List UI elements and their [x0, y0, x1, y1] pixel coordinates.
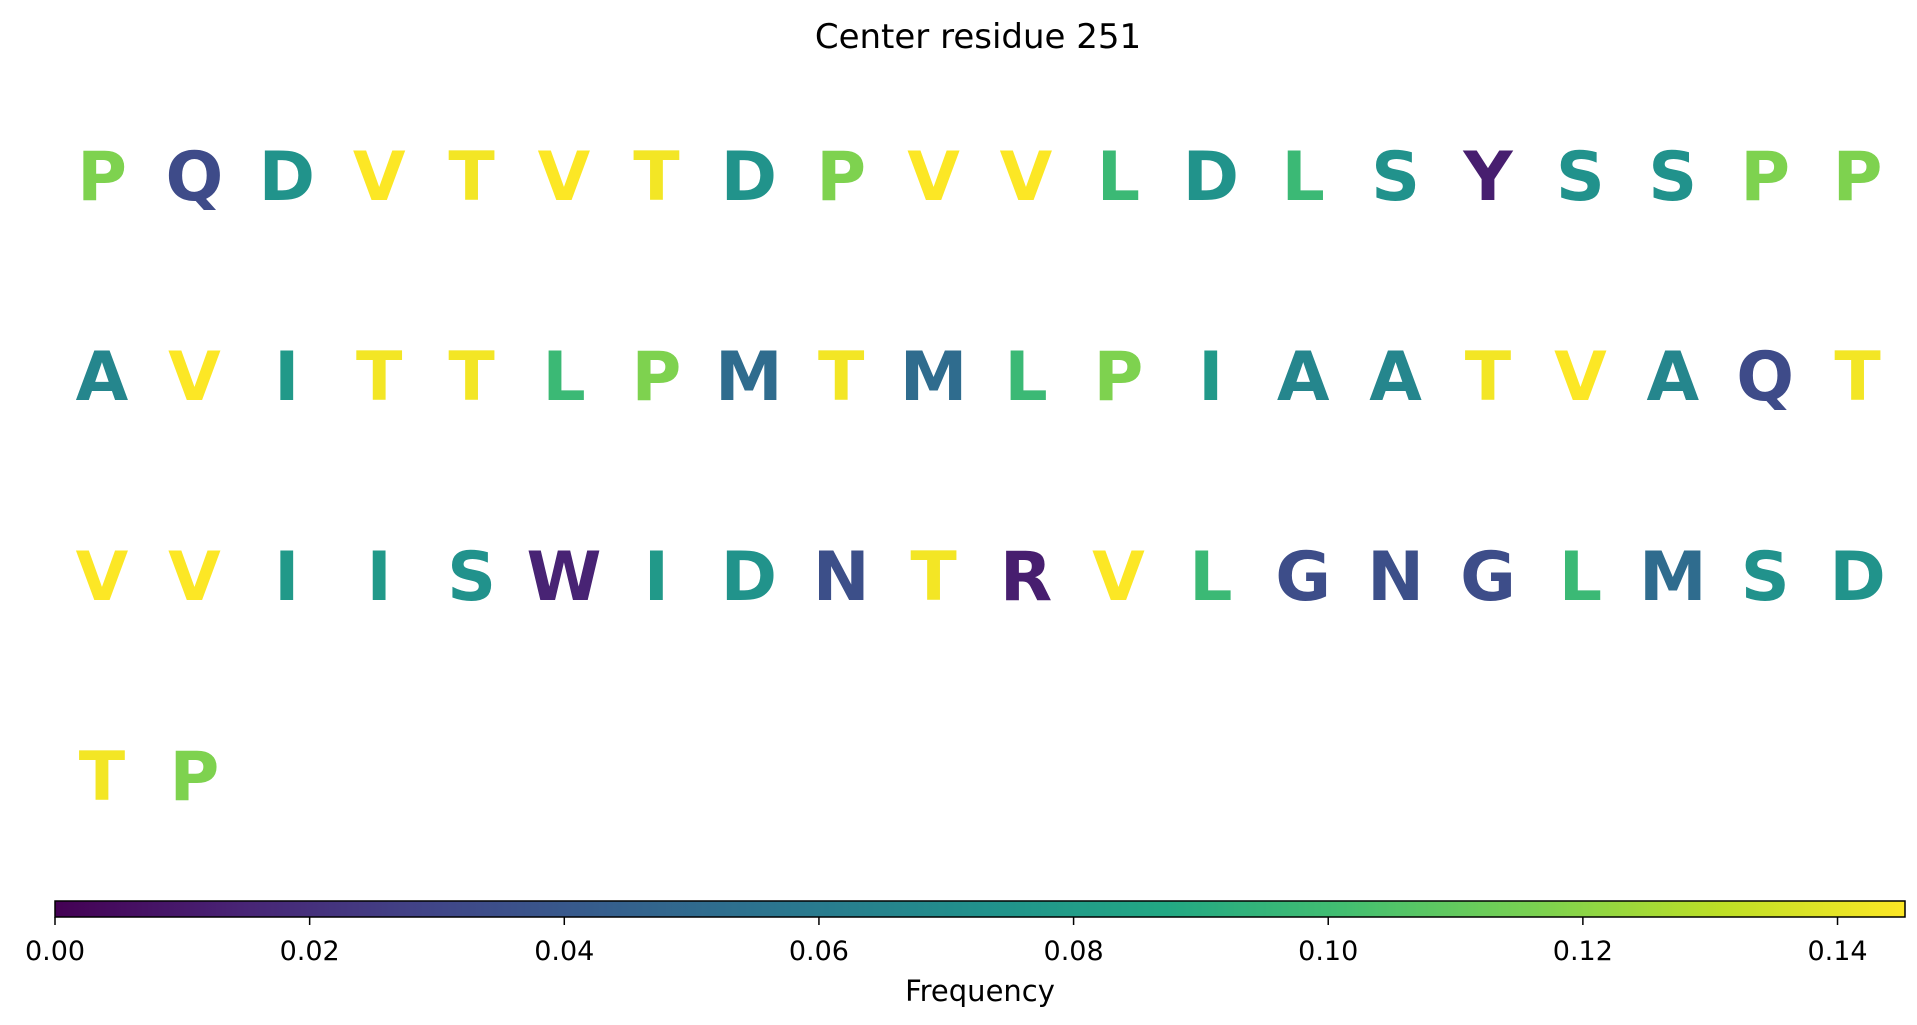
residue-G: G: [1275, 538, 1331, 617]
residue-I: I: [644, 538, 669, 617]
residue-D: D: [721, 138, 777, 217]
residue-D: D: [259, 138, 315, 217]
residue-R: R: [1000, 538, 1052, 617]
residue-S: S: [1556, 138, 1605, 217]
colorbar-gradient: [55, 901, 1905, 917]
residue-T: T: [79, 738, 126, 817]
residue-D: D: [1829, 538, 1885, 617]
residue-I: I: [367, 538, 392, 617]
residue-L: L: [1097, 138, 1140, 217]
residue-S: S: [1741, 538, 1790, 617]
colorbar-ticks: 0.00 0.02 0.04 0.06 0.08 0.10 0.12 0.14: [25, 917, 1868, 967]
colorbar-tick-label: 0.12: [1553, 936, 1613, 967]
colorbar-tick-label: 0.14: [1807, 936, 1867, 967]
residue-S: S: [1371, 138, 1420, 217]
residue-D: D: [721, 538, 777, 617]
colorbar-label: Frequency: [905, 974, 1055, 1008]
colorbar-frame: [54, 900, 1906, 918]
residue-V: V: [1554, 338, 1607, 417]
residue-T: T: [448, 138, 495, 217]
colorbar-tick-label: 0.06: [789, 936, 849, 967]
residue-P: P: [1740, 138, 1790, 217]
residue-T: T: [448, 338, 495, 417]
residue-M: M: [1639, 538, 1707, 617]
residue-A: A: [1277, 338, 1330, 417]
residue-T: T: [910, 538, 957, 617]
colorbar: 0.00 0.02 0.04 0.06 0.08 0.10 0.12 0.14 Frequen…: [25, 900, 1906, 1008]
residue-Q: Q: [1736, 338, 1794, 417]
residue-T: T: [1465, 338, 1512, 417]
colorbar-tick-label: 0.10: [1298, 936, 1358, 967]
residue-L: L: [542, 338, 585, 417]
residue-P: P: [77, 138, 127, 217]
residue-P: P: [631, 338, 681, 417]
residue-S: S: [1648, 138, 1697, 217]
residue-T: T: [1834, 338, 1881, 417]
chart-title: Center residue 251: [815, 17, 1141, 57]
residue-Y: Y: [1462, 138, 1513, 217]
residue-V: V: [1092, 538, 1145, 617]
residue-L: L: [1282, 138, 1325, 217]
residue-V: V: [538, 138, 591, 217]
colorbar-tick-label: 0.00: [25, 936, 85, 967]
residue-S: S: [447, 538, 496, 617]
residue-V: V: [168, 538, 221, 617]
residue-I: I: [274, 538, 299, 617]
residue-V: V: [907, 138, 960, 217]
residue-T: T: [818, 338, 865, 417]
residue-M: M: [900, 338, 968, 417]
residue-P: P: [169, 738, 219, 817]
residue-P: P: [1093, 338, 1143, 417]
residue-V: V: [76, 538, 129, 617]
residue-V: V: [168, 338, 221, 417]
residue-N: N: [813, 538, 870, 617]
residue-T: T: [356, 338, 403, 417]
residue-L: L: [1004, 338, 1047, 417]
residue-P: P: [1833, 138, 1883, 217]
residue-W: W: [526, 538, 601, 617]
residue-M: M: [715, 338, 783, 417]
residue-Q: Q: [165, 138, 223, 217]
colorbar-tick-label: 0.08: [1044, 936, 1104, 967]
colorbar-tick-label: 0.02: [280, 936, 340, 967]
residue-T: T: [633, 138, 680, 217]
colorbar-tick-label: 0.04: [534, 936, 594, 967]
residue-P: P: [816, 138, 866, 217]
residue-N: N: [1367, 538, 1424, 617]
residue-I: I: [274, 338, 299, 417]
residue-A: A: [1646, 338, 1699, 417]
residue-A: A: [76, 338, 129, 417]
residue-D: D: [1183, 138, 1239, 217]
residue-A: A: [1369, 338, 1422, 417]
residue-grid: P Q D V T V T D P V V L D L S Y S S P PA V I T T L P M T M L P I A A T V A Q T…: [76, 138, 1886, 817]
residue-I: I: [1198, 338, 1223, 417]
residue-G: G: [1460, 538, 1516, 617]
residue-L: L: [1559, 538, 1602, 617]
residue-V: V: [353, 138, 406, 217]
residue-L: L: [1189, 538, 1232, 617]
residue-V: V: [1000, 138, 1053, 217]
